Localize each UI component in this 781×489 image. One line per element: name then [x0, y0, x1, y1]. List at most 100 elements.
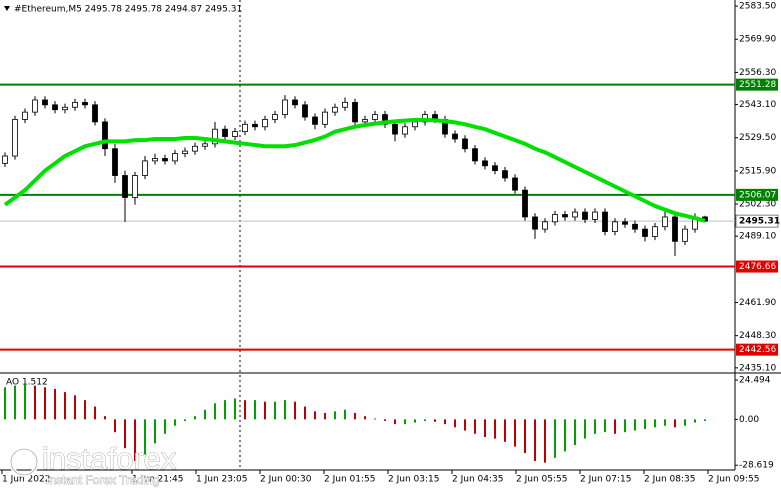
candle-body [62, 106, 68, 111]
header-marker [4, 6, 10, 11]
ao-bar [284, 400, 286, 420]
candle-body [652, 226, 658, 237]
ao-bar [594, 419, 596, 434]
candle-body [362, 119, 368, 123]
candle-body [452, 133, 458, 140]
candle-body [502, 170, 508, 179]
candle-body [332, 106, 338, 113]
candle-body [412, 121, 418, 128]
moving-average [3, 117, 706, 223]
ao-bar [424, 419, 426, 421]
ao-bar [384, 419, 386, 421]
candle-body [512, 177, 518, 191]
y-tick-label: 2583.50 [739, 2, 776, 12]
watermark: instaforex Instant Forex Trading [9, 441, 177, 487]
ao-bar [114, 419, 116, 433]
candle-body [152, 158, 158, 162]
ao-bar [434, 419, 436, 422]
candle-body [682, 228, 688, 242]
candle-body [32, 99, 38, 113]
candle-body [112, 148, 118, 176]
candle-body [82, 101, 88, 106]
y-tick-label: 24.494 [739, 376, 771, 386]
level-label: 2476.66 [739, 262, 776, 272]
ao-bar [534, 419, 536, 462]
ao-bar [624, 419, 626, 433]
ao-bar [484, 419, 486, 437]
candle-body [52, 104, 58, 111]
candle-body [342, 101, 348, 108]
level-label: 2551.28 [739, 80, 776, 90]
candle-body [392, 123, 398, 135]
candle-body [232, 131, 238, 137]
ao-bar [414, 419, 416, 423]
candle-body [492, 165, 498, 172]
ao-bar [4, 387, 6, 420]
ao-bar [524, 419, 526, 454]
ao-bar [194, 416, 196, 420]
candle-body [172, 153, 178, 162]
candle-body [522, 189, 528, 218]
ao-bar [54, 388, 56, 420]
level-label-box [736, 188, 778, 201]
ao-bar [334, 411, 336, 420]
ao-bar [644, 419, 646, 429]
candle-body [482, 160, 488, 167]
ao-bar [124, 419, 126, 449]
ao-bar [304, 406, 306, 420]
ao-bar [694, 419, 696, 423]
x-tick-label: 2 Jun 09:55 [708, 475, 759, 485]
y-tick-label: 2556.30 [739, 68, 776, 78]
level-label: 2442.56 [739, 345, 776, 355]
candle-body [632, 223, 638, 230]
ao-bar [64, 392, 66, 420]
x-tick-label: 2 Jun 01:55 [324, 475, 375, 485]
candle-body [622, 221, 628, 225]
candle-body [242, 123, 248, 133]
candle-body [132, 175, 138, 198]
candle-body [72, 101, 78, 108]
ao-bar [504, 419, 506, 442]
y-tick-label: 2461.90 [739, 298, 776, 308]
ao-bar [264, 401, 266, 420]
level-label-box [736, 260, 778, 273]
x-tick-label: 1 Jun 2022 [2, 475, 50, 485]
candle-body [322, 111, 328, 125]
candle-body [572, 211, 578, 218]
y-tick-label: 2515.90 [739, 166, 776, 176]
candle-body [262, 119, 268, 128]
ao-bar [584, 419, 586, 439]
ao-bar [234, 398, 236, 420]
ao-bar [254, 400, 256, 420]
candle-body [282, 99, 288, 115]
y-tick-label: -28.619 [739, 461, 774, 471]
y-tick-label: 0.00 [739, 415, 759, 425]
candle-body [182, 150, 188, 154]
ao-bar [174, 419, 176, 426]
candle-body [42, 99, 48, 106]
candle-body [672, 216, 678, 242]
ao-bar [604, 419, 606, 433]
x-tick-label: 2 Jun 07:15 [580, 475, 631, 485]
ao-bar [454, 419, 456, 428]
x-tick-label: 2 Jun 05:55 [516, 475, 567, 485]
x-tick-label: 2 Jun 03:15 [388, 475, 439, 485]
candle-body [532, 216, 538, 230]
candle-body [222, 128, 228, 137]
candle-body [292, 99, 298, 106]
candle-body [462, 138, 468, 150]
ao-bar [34, 385, 36, 420]
indicator-title: AO 1.512 [6, 378, 48, 388]
x-tick-label: 2 Jun 08:35 [644, 475, 695, 485]
ao-bar [684, 419, 686, 426]
ao-bar [294, 401, 296, 420]
ao-bar [634, 419, 636, 431]
candle-body [582, 211, 588, 220]
y-tick-label: 2435.10 [739, 363, 776, 373]
ao-bar [374, 418, 376, 420]
candle-body [642, 228, 648, 237]
ao-bar [324, 412, 326, 420]
y-tick-label: 2502.30 [739, 200, 776, 210]
